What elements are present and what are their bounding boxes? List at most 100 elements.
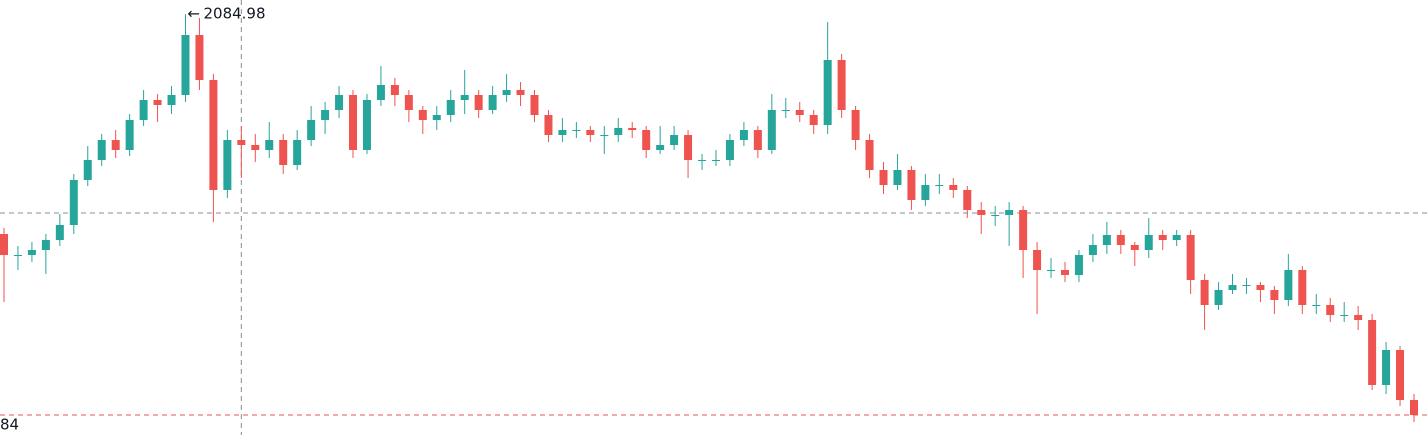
candle-body xyxy=(1019,210,1028,250)
candle-body xyxy=(1242,285,1251,286)
candle-body xyxy=(1116,235,1125,245)
candle-body xyxy=(795,110,804,115)
candle-body xyxy=(502,90,511,95)
candle-body xyxy=(1214,290,1223,305)
candle-body xyxy=(977,210,986,215)
candle-body xyxy=(1326,305,1335,315)
candle-body xyxy=(1047,270,1056,271)
candle-body xyxy=(767,110,776,150)
candle-body xyxy=(1200,280,1209,305)
candle-body xyxy=(586,130,595,135)
candle-body xyxy=(83,160,92,180)
candle-body xyxy=(530,95,539,115)
candle-body xyxy=(1005,210,1014,215)
candle-body xyxy=(209,80,218,190)
candle-body xyxy=(307,120,316,140)
candle-body xyxy=(1172,235,1181,240)
price-label: 84 xyxy=(0,416,19,434)
candle-body xyxy=(935,185,944,186)
candle-body xyxy=(1186,235,1195,280)
candle-body xyxy=(41,240,50,250)
candle-body xyxy=(139,100,148,120)
candle-body xyxy=(865,140,874,170)
candle-body xyxy=(1410,400,1418,415)
candle-body xyxy=(474,95,483,110)
candle-body xyxy=(739,130,748,140)
candle-body xyxy=(949,185,958,190)
candle-body xyxy=(1270,290,1279,300)
candle-body xyxy=(1312,305,1321,306)
candle-body xyxy=(1060,270,1069,275)
candle-body xyxy=(1158,235,1167,240)
candle-body xyxy=(711,160,720,161)
candle-body xyxy=(153,100,162,105)
candle-body xyxy=(376,85,385,100)
candle-body xyxy=(558,130,567,135)
candle-body xyxy=(55,225,64,240)
candle-body xyxy=(921,185,930,200)
candle-body xyxy=(223,140,232,190)
candle-body xyxy=(642,130,651,150)
candle-body xyxy=(823,60,832,125)
candle-body xyxy=(27,250,36,255)
candle-body xyxy=(698,160,707,161)
candle-body xyxy=(237,140,246,145)
candle-body xyxy=(907,170,916,200)
candle-body xyxy=(600,135,609,136)
candle-body xyxy=(684,135,693,160)
candle-body xyxy=(656,145,665,150)
candle-body xyxy=(181,35,190,95)
candle-body xyxy=(251,145,260,150)
candle-body xyxy=(460,95,469,100)
candle-body xyxy=(446,100,455,115)
candle-body xyxy=(125,120,134,150)
candle-body xyxy=(0,234,8,255)
candle-body xyxy=(488,95,497,110)
candle-body xyxy=(69,180,78,225)
candle-body xyxy=(1228,285,1237,290)
candle-body xyxy=(432,115,441,120)
candle-body xyxy=(851,110,860,140)
candle-body xyxy=(628,128,637,130)
candle-body xyxy=(349,95,358,150)
max-price-label: 2084.98 xyxy=(203,5,265,23)
max-arrow: ← xyxy=(187,5,200,23)
candle-body xyxy=(167,95,176,105)
candle-body xyxy=(1354,315,1363,320)
candle-body xyxy=(13,255,22,256)
candle-body xyxy=(1074,255,1083,275)
candle-body xyxy=(837,60,846,110)
candle-body xyxy=(809,115,818,125)
candle-body xyxy=(1340,315,1349,316)
candle-body xyxy=(781,110,790,111)
candle-body xyxy=(1088,245,1097,255)
candle-body xyxy=(195,35,204,80)
candle-body xyxy=(1033,250,1042,270)
candle-body xyxy=(725,140,734,160)
candle-body xyxy=(544,115,553,135)
candle-body xyxy=(1144,235,1153,250)
candle-body xyxy=(1102,235,1111,245)
candle-body xyxy=(1256,285,1265,290)
candle-body xyxy=(362,100,371,150)
candle-body xyxy=(265,140,274,150)
candle-body xyxy=(335,95,344,110)
candle-body xyxy=(879,170,888,185)
candle-body xyxy=(404,95,413,110)
candle-body xyxy=(516,90,525,95)
candle-body xyxy=(1382,350,1391,385)
candle-body xyxy=(390,85,399,95)
candle-body xyxy=(614,128,623,135)
candle-body xyxy=(279,140,288,165)
candle-body xyxy=(293,140,302,165)
candle-body xyxy=(893,170,902,185)
candle-body xyxy=(572,130,581,131)
candle-body xyxy=(963,190,972,210)
candle-body xyxy=(670,135,679,145)
candle-body xyxy=(1130,245,1139,250)
candle-body xyxy=(991,215,1000,216)
candle-body xyxy=(1368,320,1377,385)
candle-body xyxy=(753,130,762,150)
